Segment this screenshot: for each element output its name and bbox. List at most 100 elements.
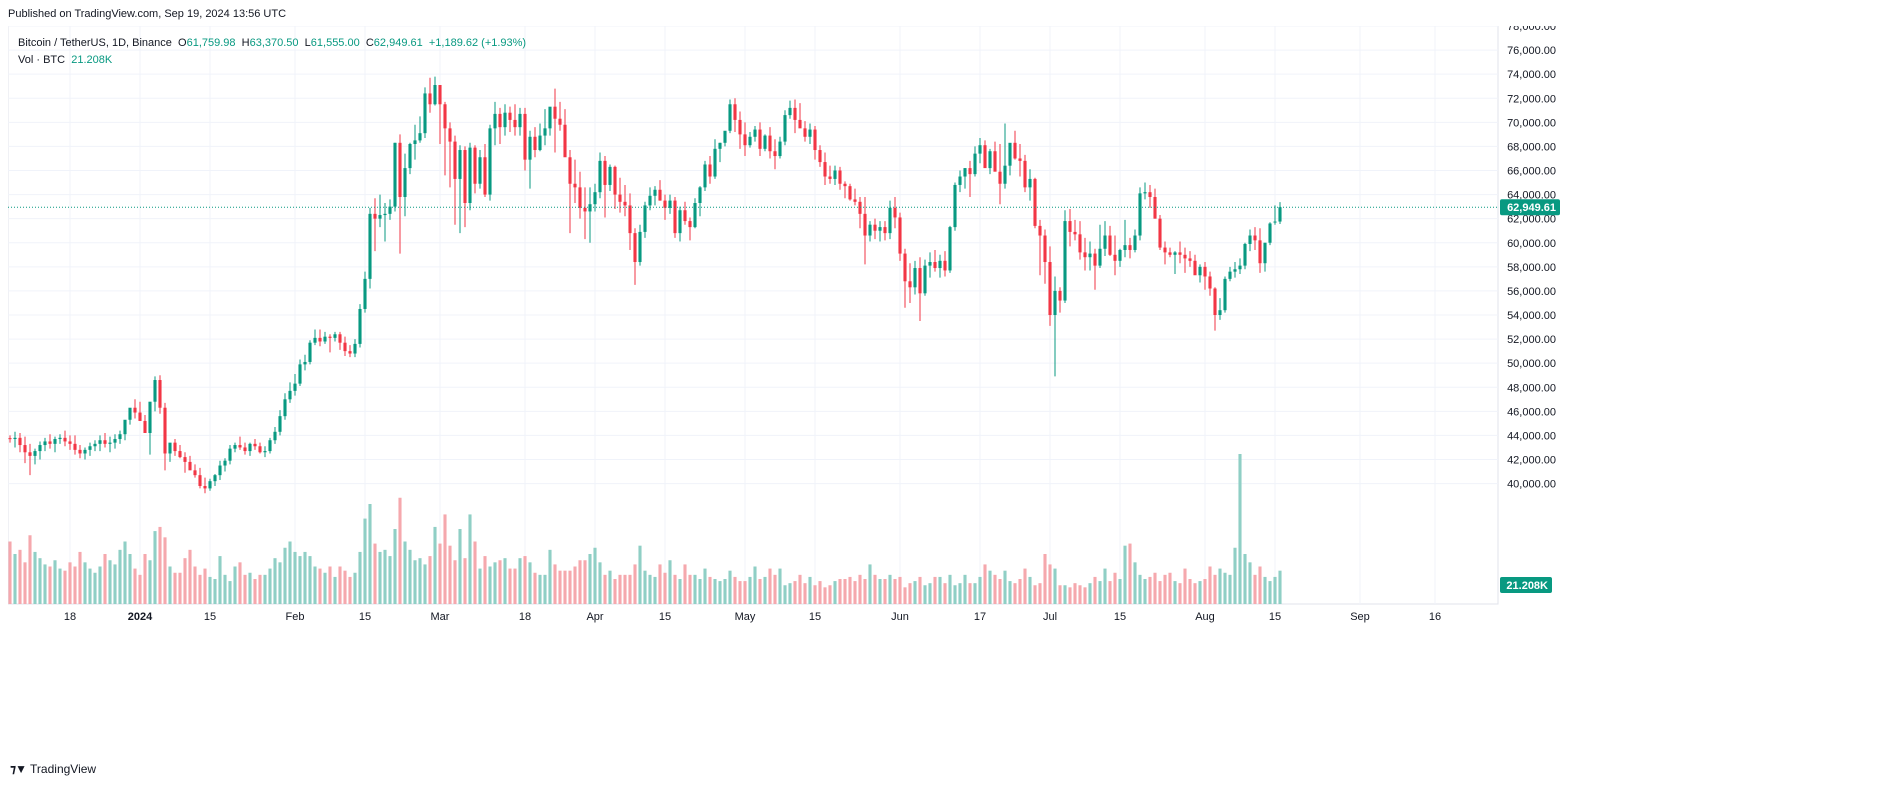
candle-body xyxy=(518,113,522,128)
x-tick-label: Sep xyxy=(1350,611,1370,623)
candle-body xyxy=(368,213,372,279)
candle-body xyxy=(803,128,807,137)
volume-bar xyxy=(483,556,487,604)
volume-value: 21.208K xyxy=(71,54,113,66)
candle-body xyxy=(23,445,27,453)
chart-legend: Bitcoin / TetherUS, 1D, Binance O61,759.… xyxy=(18,35,526,69)
candle-body xyxy=(343,342,347,352)
volume-bar xyxy=(548,549,552,604)
volume-bar xyxy=(828,585,832,604)
candle-body xyxy=(1248,235,1252,244)
volume-bar xyxy=(273,558,277,604)
volume-bar xyxy=(1203,579,1207,604)
low-value: 61,555.00 xyxy=(310,37,360,49)
volume-bar xyxy=(1088,583,1092,604)
symbol-label[interactable]: Bitcoin / TetherUS, 1D, Binance xyxy=(18,37,172,49)
candle-body xyxy=(978,145,982,154)
volume-bar xyxy=(1008,581,1012,604)
candle-body xyxy=(1098,248,1102,266)
candle-body xyxy=(893,207,897,218)
candle-body xyxy=(228,448,232,461)
close-label: C xyxy=(365,37,374,49)
candle-body xyxy=(633,233,637,263)
volume-bar xyxy=(473,541,477,604)
volume-bar xyxy=(1063,585,1067,604)
candle-body xyxy=(18,437,22,446)
candle-body xyxy=(1118,249,1122,261)
candle-body xyxy=(1233,269,1237,272)
volume-bar xyxy=(1058,585,1062,604)
volume-bar xyxy=(1183,568,1187,604)
high-value: 63,370.50 xyxy=(249,37,299,49)
candle-body xyxy=(43,441,47,446)
volume-bar xyxy=(283,547,287,604)
volume-bar xyxy=(1168,572,1172,604)
volume-bar xyxy=(783,585,787,604)
volume-bar xyxy=(28,535,32,604)
x-tick-label: 16 xyxy=(1429,611,1441,623)
candle-body xyxy=(618,194,622,202)
candle-body xyxy=(193,470,197,476)
volume-bar xyxy=(723,579,727,604)
candle-body xyxy=(513,119,517,128)
volume-bar xyxy=(638,545,642,604)
last-price-tag xyxy=(1500,199,1560,216)
candlestick-chart[interactable]: 40,000.00 42,000.00 44,000.00 46,000.00 48,0… xyxy=(8,26,1875,770)
volume-bar xyxy=(228,581,232,604)
volume-bar xyxy=(363,518,367,604)
candle-body xyxy=(1143,192,1147,194)
volume-bar xyxy=(128,554,132,604)
candle-body xyxy=(413,140,417,145)
candle-body xyxy=(1128,245,1132,250)
volume-bar xyxy=(948,574,952,604)
candle-body xyxy=(798,119,802,129)
candle-body xyxy=(1078,234,1082,253)
candle-body xyxy=(183,457,187,462)
candle-body xyxy=(848,186,852,200)
volume-bar xyxy=(1178,583,1182,604)
candle-body xyxy=(778,141,782,157)
tradingview-brand[interactable]: ⁊▼ TradingView xyxy=(10,762,96,776)
x-tick-label: 2024 xyxy=(128,611,153,623)
volume-bar xyxy=(628,574,632,604)
volume-bar xyxy=(443,514,447,604)
chart-area[interactable]: 40,000.00 42,000.00 44,000.00 46,000.00 48,0… xyxy=(8,26,1875,770)
volume-bar xyxy=(493,562,497,604)
candle-body xyxy=(53,439,57,444)
candle-body xyxy=(843,183,847,187)
candle-body xyxy=(143,420,147,434)
candle-body xyxy=(253,443,257,447)
volume-bar xyxy=(658,564,662,604)
volume-bar xyxy=(773,574,777,604)
volume-bar xyxy=(218,556,222,604)
volume-bar xyxy=(1233,547,1237,604)
volume-bar xyxy=(558,570,562,604)
candle-body xyxy=(223,460,227,466)
volume-bar xyxy=(988,570,992,604)
candle-body xyxy=(73,443,77,450)
candle-body xyxy=(788,107,792,116)
volume-bar xyxy=(193,566,197,604)
candle-body xyxy=(558,118,562,125)
volume-bar xyxy=(313,566,317,604)
candle-body xyxy=(458,150,462,179)
volume-bar xyxy=(118,549,122,604)
volume-bar xyxy=(383,549,387,604)
volume-bar xyxy=(1193,583,1197,604)
volume-bar xyxy=(898,576,902,604)
volume-bar xyxy=(643,570,647,604)
volume-bar xyxy=(858,574,862,604)
candle-body xyxy=(1053,290,1057,315)
candle-body xyxy=(658,189,662,201)
candle-body xyxy=(1278,207,1282,222)
volume-bar xyxy=(903,587,907,604)
volume-bar xyxy=(223,574,227,604)
candle-body xyxy=(378,215,382,219)
candle-body xyxy=(383,213,387,216)
candle-body xyxy=(688,221,692,228)
volume-label[interactable]: Vol · BTC xyxy=(18,54,66,66)
candle-body xyxy=(808,129,812,137)
candle-body xyxy=(963,168,967,177)
candle-body xyxy=(1058,290,1062,301)
candle-body xyxy=(758,129,762,149)
